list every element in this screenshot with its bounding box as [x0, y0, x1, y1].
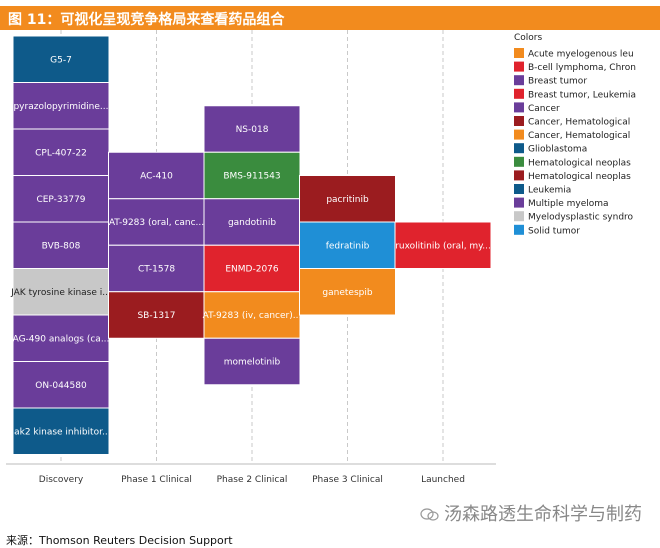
wechat-icon — [420, 508, 439, 521]
watermark-text: 汤森路透生命科学与制药 — [444, 504, 642, 525]
drug-label: AT-9283 (oral, canc... — [109, 218, 204, 228]
legend-swatch — [514, 75, 524, 86]
drug-cell — [394, 221, 492, 269]
legend-entry: Hematological neoplas — [528, 172, 631, 182]
phase-tick-label: Phase 2 Clinical — [217, 475, 288, 485]
drug-label: CT-1578 — [138, 265, 175, 275]
legend-swatch — [514, 224, 524, 235]
legend-entry: Cancer — [528, 104, 560, 114]
drug-label: BVB-808 — [42, 241, 81, 251]
drug-label: JAK tyrosine kinase i... — [10, 288, 111, 298]
chart-title: 图 11：可视化呈现竞争格局来查看药品组合 — [8, 12, 285, 28]
legend-swatch — [514, 102, 524, 113]
watermark: 汤森路透生命科学与制药 — [420, 500, 642, 526]
drug-label: AC-410 — [140, 172, 173, 182]
color-legend: Colors Acute myelogenous leu B-cell lympho… — [514, 33, 636, 236]
legend-entry: Cancer, Hematological — [528, 131, 630, 141]
drug-label: CPL-407-22 — [35, 148, 87, 158]
phase-tick-label: Phase 3 Clinical — [312, 475, 383, 485]
phase-tick-label: Discovery — [39, 475, 84, 485]
legend-entry: Cancer, Hematological — [528, 118, 630, 128]
legend-swatch — [514, 88, 524, 99]
legend-swatch — [514, 48, 524, 58]
drug-cell — [108, 291, 205, 339]
phase-axis: Discovery Phase 1 Clinical Phase 2 Clinica… — [6, 463, 496, 485]
legend-entry: Solid tumor — [528, 226, 580, 236]
drug-cell — [108, 198, 205, 246]
drug-label: NS-018 — [236, 125, 269, 135]
legend-entry: Acute myelogenous leu — [528, 50, 634, 60]
legend-entry: Leukemia — [528, 186, 571, 196]
legend-swatch — [514, 211, 524, 222]
drug-label: momelotinib — [224, 358, 281, 368]
drug-cell — [108, 244, 205, 293]
drug-label: fedratinib — [326, 241, 370, 251]
drug-cells: G5-7 pyrazolopyrimidine... CPL-407-22 CEP-3… — [10, 35, 492, 455]
drug-cell — [299, 268, 396, 316]
legend-swatch — [514, 197, 524, 208]
legend-swatch — [514, 170, 524, 181]
drug-cell — [299, 175, 396, 223]
phase-tick-label: Launched — [421, 475, 465, 485]
legend-swatch — [514, 156, 524, 167]
drug-label: ENMD-2076 — [225, 265, 279, 275]
drug-cell — [12, 268, 110, 316]
drug-label: pyrazolopyrimidine... — [13, 102, 108, 112]
drug-label: pacritinib — [326, 195, 369, 205]
drug-label: G5-7 — [50, 55, 72, 65]
drug-cell — [12, 175, 110, 223]
title-bar: 图 11：可视化呈现竞争格局来查看药品组合 — [0, 6, 660, 30]
pipeline-chart: G5-7 pyrazolopyrimidine... CPL-407-22 CEP-3… — [6, 30, 636, 485]
drug-label: ruxolitinib (oral, my... — [395, 241, 491, 251]
drug-label: ON-044580 — [35, 381, 87, 391]
legend-swatch — [514, 116, 524, 126]
legend-title: Colors — [514, 33, 542, 43]
drug-cell — [12, 128, 110, 176]
source-note: 来源：Thomson Reuters Decision Support — [6, 534, 233, 547]
drug-label: gandotinib — [228, 218, 276, 228]
legend-swatch — [514, 184, 524, 194]
legend-swatch — [514, 61, 524, 72]
drug-cell — [12, 82, 110, 130]
legend-swatch — [514, 143, 524, 154]
legend-entry: Hematological neoplas — [528, 158, 631, 168]
drug-cell — [12, 407, 110, 455]
legend-entry: Glioblastoma — [528, 145, 587, 155]
drug-label: AT-9283 (iv, cancer)... — [203, 311, 302, 321]
drug-label: CEP-33779 — [36, 195, 85, 205]
legend-swatch — [514, 129, 524, 140]
drug-cell — [203, 337, 301, 386]
drug-cell — [203, 291, 301, 339]
legend-entry: Myelodysplastic syndro — [528, 213, 634, 223]
drug-label: Jak2 kinase inhibitor... — [10, 427, 110, 437]
phase-tick-label: Phase 1 Clinical — [121, 475, 192, 485]
drug-label: SB-1317 — [137, 311, 175, 321]
drug-cell — [203, 105, 301, 153]
legend-entry: Breast tumor — [528, 77, 587, 87]
drug-cell — [12, 221, 110, 269]
drug-cell — [12, 35, 110, 83]
legend-entry: Multiple myeloma — [528, 199, 609, 209]
legend-entry: B-cell lymphoma, Chron — [528, 63, 636, 73]
drug-label: BMS-911543 — [223, 172, 280, 182]
drug-label: ganetespib — [322, 288, 372, 298]
drug-label: AG-490 analogs (ca... — [13, 334, 110, 344]
legend-entry: Breast tumor, Leukemia — [528, 90, 636, 100]
